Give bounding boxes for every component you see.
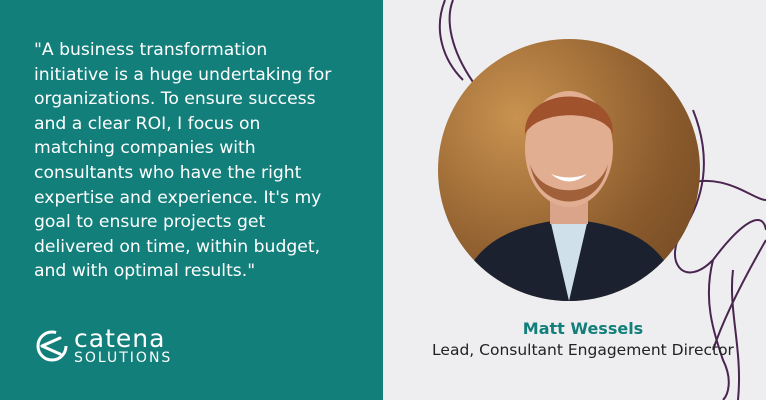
quote-line: matching companies with bbox=[34, 138, 256, 159]
catena-logo-icon bbox=[36, 330, 68, 361]
quote-line: consultants who have the right bbox=[34, 162, 302, 183]
quote-panel: "A business transformation initiative is… bbox=[0, 0, 383, 400]
logo-subtitle: SOLUTIONS bbox=[74, 350, 173, 366]
quote-line: "A business transformation bbox=[34, 40, 268, 60]
person-name: Matt Wessels bbox=[522, 319, 644, 338]
quote-line: expertise and experience. It's my bbox=[34, 187, 322, 208]
testimonial-quote: "A business transformation initiative is… bbox=[34, 38, 331, 284]
quote-line: organizations. To ensure success bbox=[34, 89, 316, 110]
quote-line: initiative is a huge undertaking for bbox=[34, 64, 332, 85]
quote-line: goal to ensure projects get bbox=[34, 212, 266, 233]
person-title: Lead, Consultant Engagement Director bbox=[432, 341, 734, 359]
logo-wordmark: catena bbox=[74, 324, 166, 353]
profile-photo bbox=[438, 39, 700, 301]
catena-logo: catena SOLUTIONS bbox=[34, 326, 172, 365]
quote-line: delivered on time, within budget, bbox=[34, 236, 321, 257]
quote-line: and with optimal results." bbox=[34, 261, 256, 282]
quote-line: and a clear ROI, I focus on bbox=[34, 113, 261, 134]
